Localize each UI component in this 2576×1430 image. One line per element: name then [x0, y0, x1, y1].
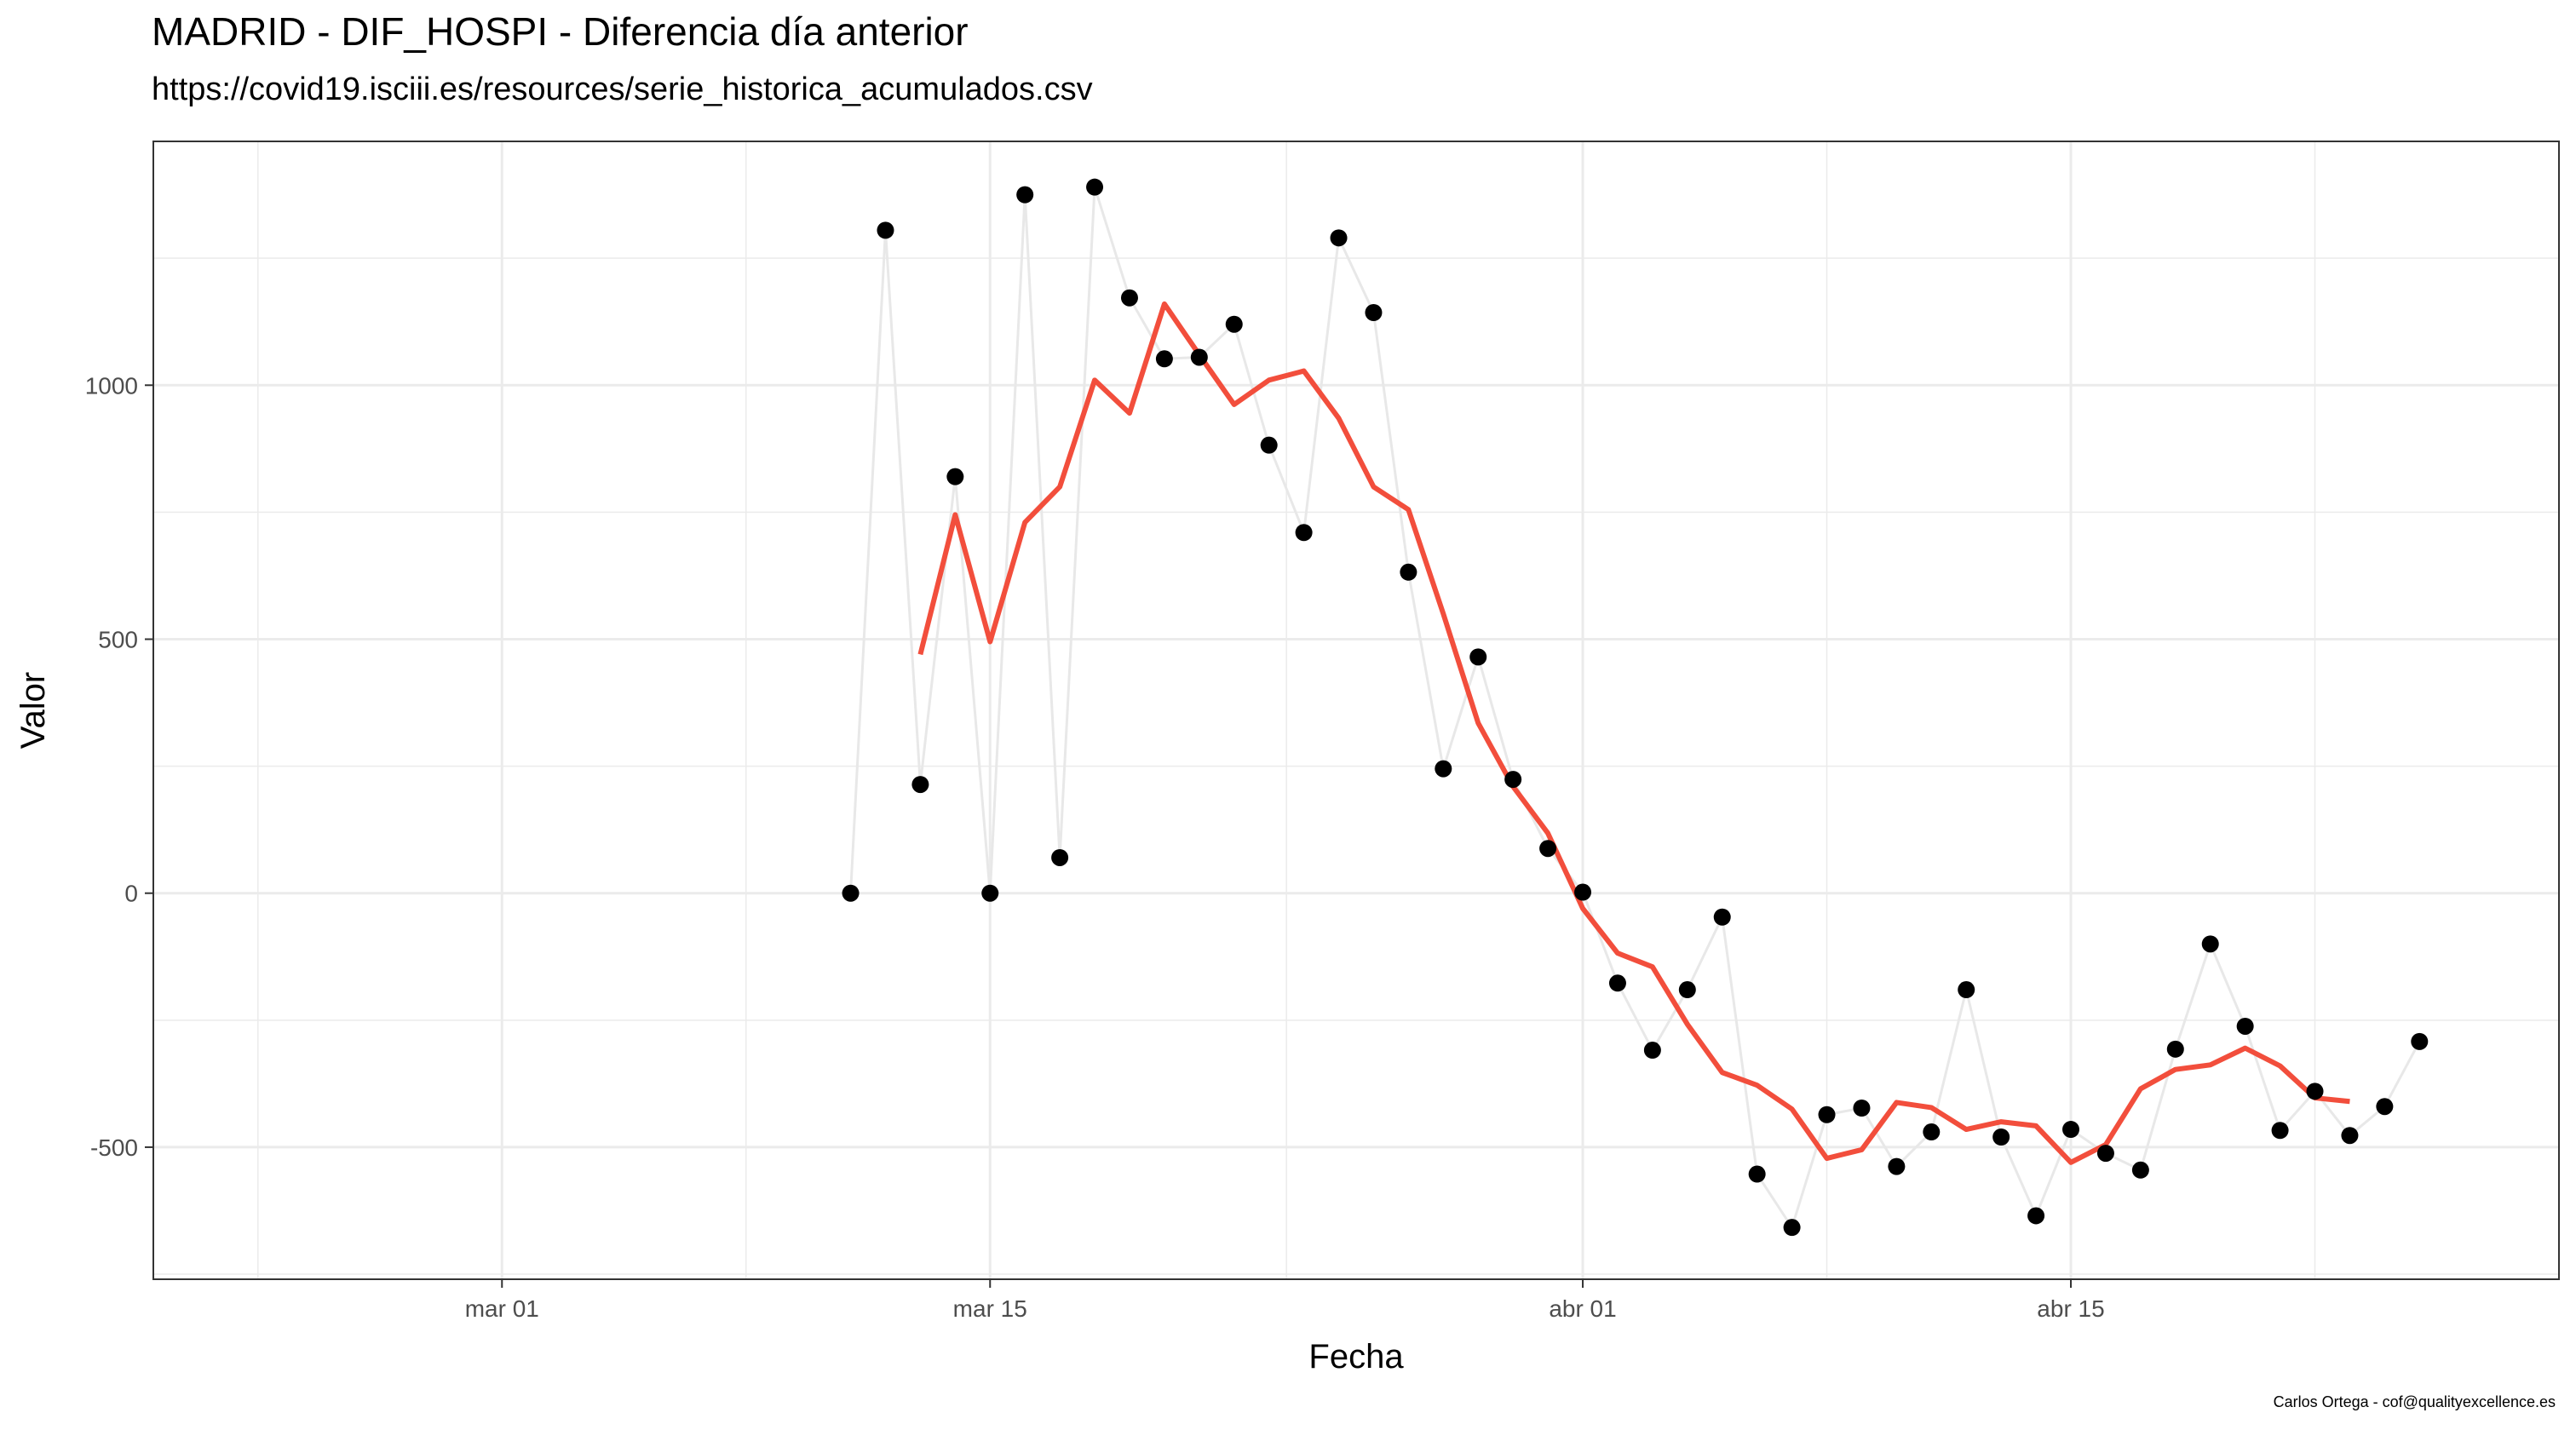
data-point [1678, 981, 1696, 999]
data-point [2166, 1040, 2184, 1058]
data-point [2271, 1122, 2289, 1140]
data-point [1783, 1219, 1801, 1237]
data-point [2411, 1032, 2429, 1050]
data-point [1400, 563, 1417, 581]
data-point [2376, 1098, 2394, 1116]
data-point [877, 221, 894, 239]
data-point [1051, 848, 1069, 866]
x-tick-label: abr 01 [1549, 1295, 1616, 1322]
data-point [1365, 303, 1383, 321]
data-point [1225, 315, 1243, 333]
raw-series-line [849, 187, 2421, 1231]
data-point [1574, 883, 1592, 901]
smoothed-series-line [917, 301, 2350, 1165]
raw-series-polyline [849, 187, 2421, 1231]
smoothed-series-polyline [917, 301, 2350, 1165]
data-point [911, 776, 929, 794]
data-point [1504, 771, 1522, 789]
data-points [842, 178, 2429, 1237]
data-point [1295, 524, 1313, 542]
major-gridlines [153, 141, 2559, 1279]
data-point [1748, 1165, 1766, 1183]
data-point [2131, 1161, 2149, 1179]
x-axis: mar 01 mar 15 abr 01 abr 15 [465, 1279, 2105, 1322]
y-tick-label: 0 [124, 881, 138, 907]
x-tick-label: abr 15 [2037, 1295, 2104, 1322]
data-point [1260, 436, 1278, 454]
panel-border [152, 141, 2560, 1280]
chart-subtitle: https://covid19.isciii.es/resources/seri… [152, 72, 1093, 107]
x-axis-title: Fecha [1308, 1338, 1404, 1375]
chart-title: MADRID - DIF_HOSPI - Diferencia día ante… [152, 9, 969, 54]
chart-caption: Carlos Ortega - cof@qualityexcellence.es [2273, 1393, 2556, 1410]
data-point [1888, 1157, 1906, 1175]
data-point [1713, 908, 1731, 926]
data-point [2341, 1127, 2359, 1145]
data-point [1469, 648, 1487, 666]
data-point [2096, 1145, 2114, 1163]
data-point [1155, 350, 1173, 368]
y-axis-title: Valor [14, 672, 52, 749]
data-point [2306, 1083, 2324, 1100]
data-point [1016, 186, 1034, 204]
data-point [1958, 981, 1975, 999]
data-point [946, 468, 964, 485]
data-point [2027, 1207, 2045, 1225]
data-point [2236, 1017, 2254, 1035]
y-tick-label: 1000 [85, 372, 138, 399]
data-point [981, 884, 999, 902]
data-point [1435, 760, 1452, 778]
data-point [1086, 178, 1104, 196]
y-tick-label: -500 [90, 1134, 138, 1161]
data-point [1608, 974, 1626, 992]
data-point [1120, 289, 1138, 307]
data-point [842, 884, 860, 902]
y-axis: 1000 500 0 -500 [85, 372, 153, 1161]
data-point [1330, 229, 1348, 247]
x-tick-label: mar 01 [465, 1295, 539, 1322]
minor-gridlines [153, 141, 2559, 1279]
data-point [1923, 1123, 1941, 1141]
data-point [1190, 348, 1208, 366]
data-point [2201, 935, 2219, 953]
data-point [1643, 1042, 1661, 1060]
data-point [1818, 1106, 1836, 1123]
data-point [1853, 1100, 1871, 1117]
data-point [1992, 1128, 2010, 1146]
data-point [1539, 840, 1557, 858]
x-tick-label: mar 15 [953, 1295, 1027, 1322]
data-point [2062, 1121, 2080, 1139]
y-tick-label: 500 [98, 627, 138, 653]
